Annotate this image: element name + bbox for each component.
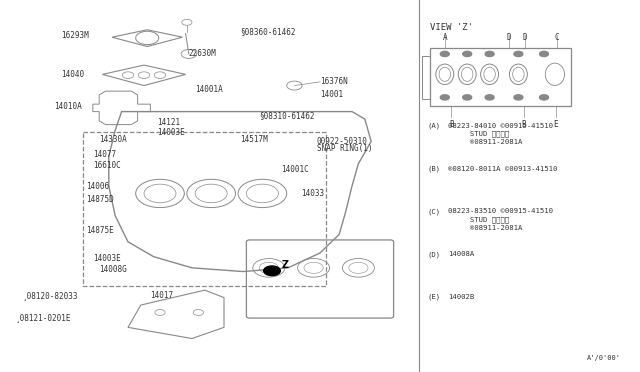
Text: (B): (B) (428, 166, 441, 172)
Text: (D): (D) (428, 251, 441, 257)
Text: 00922-50310: 00922-50310 (317, 137, 367, 146)
Text: 16293M: 16293M (61, 31, 88, 40)
Text: C: C (554, 33, 559, 42)
Circle shape (485, 51, 494, 57)
Circle shape (463, 95, 472, 100)
Text: 14077: 14077 (93, 150, 116, 159)
Text: 14875E: 14875E (86, 226, 114, 235)
Text: 22630M: 22630M (189, 49, 216, 58)
Circle shape (440, 95, 449, 100)
Text: A'/0'00': A'/0'00' (587, 355, 621, 361)
Text: (E): (E) (428, 294, 441, 300)
Circle shape (440, 51, 449, 57)
Text: ¸08121-0201E: ¸08121-0201E (16, 314, 72, 323)
Circle shape (540, 51, 548, 57)
Text: E: E (553, 120, 558, 129)
Text: 14008G: 14008G (99, 265, 127, 274)
Text: 14008A: 14008A (448, 251, 474, 257)
Bar (422, 56, 430, 99)
Text: 14001C: 14001C (282, 165, 309, 174)
Text: 14010A: 14010A (54, 102, 82, 110)
Text: 08223-83510 ©00915-41510
     STUD スタッド
     ®08911-2081A: 08223-83510 ©00915-41510 STUD スタッド ®0891… (448, 208, 553, 231)
Text: 14517M: 14517M (240, 135, 268, 144)
Text: A: A (442, 33, 447, 42)
Text: 14040: 14040 (61, 70, 84, 79)
Circle shape (485, 95, 494, 100)
Text: D: D (506, 33, 511, 42)
Text: D: D (522, 33, 527, 42)
Text: 16610C: 16610C (93, 161, 120, 170)
Text: 14033: 14033 (301, 189, 324, 198)
Text: 14875D: 14875D (86, 195, 114, 203)
Text: 14003E: 14003E (157, 128, 184, 137)
Text: (A): (A) (428, 123, 441, 129)
Text: 14001: 14001 (320, 90, 343, 99)
Text: 08223-84010 ©00915-41510
     STUD スタッド
     ®08911-2081A: 08223-84010 ©00915-41510 STUD スタッド ®0891… (448, 123, 553, 145)
Text: 14002B: 14002B (448, 294, 474, 300)
Text: SNAP RING(1): SNAP RING(1) (317, 144, 372, 153)
Text: §08360-61462: §08360-61462 (240, 27, 296, 36)
Circle shape (264, 266, 280, 276)
Text: B: B (521, 120, 526, 129)
Text: (C): (C) (428, 208, 441, 215)
Text: ®08120-8011A ©00913-41510: ®08120-8011A ©00913-41510 (448, 166, 557, 171)
Circle shape (463, 51, 472, 57)
Text: §08310-61462: §08310-61462 (259, 111, 315, 120)
Circle shape (540, 95, 548, 100)
Text: 14330A: 14330A (99, 135, 127, 144)
Text: 14001A: 14001A (195, 85, 223, 94)
Text: VIEW 'Z': VIEW 'Z' (430, 23, 473, 32)
Circle shape (514, 51, 523, 57)
Bar (430, 48, 571, 106)
Text: 14017: 14017 (150, 291, 173, 300)
Text: 14121: 14121 (157, 118, 180, 127)
Text: B: B (449, 120, 454, 129)
Circle shape (514, 95, 523, 100)
Text: 16376N: 16376N (320, 77, 348, 86)
Text: 14006: 14006 (86, 182, 109, 190)
Text: Z: Z (282, 260, 289, 270)
Text: ¸08120-82033: ¸08120-82033 (22, 291, 78, 300)
Text: 14003E: 14003E (93, 254, 120, 263)
